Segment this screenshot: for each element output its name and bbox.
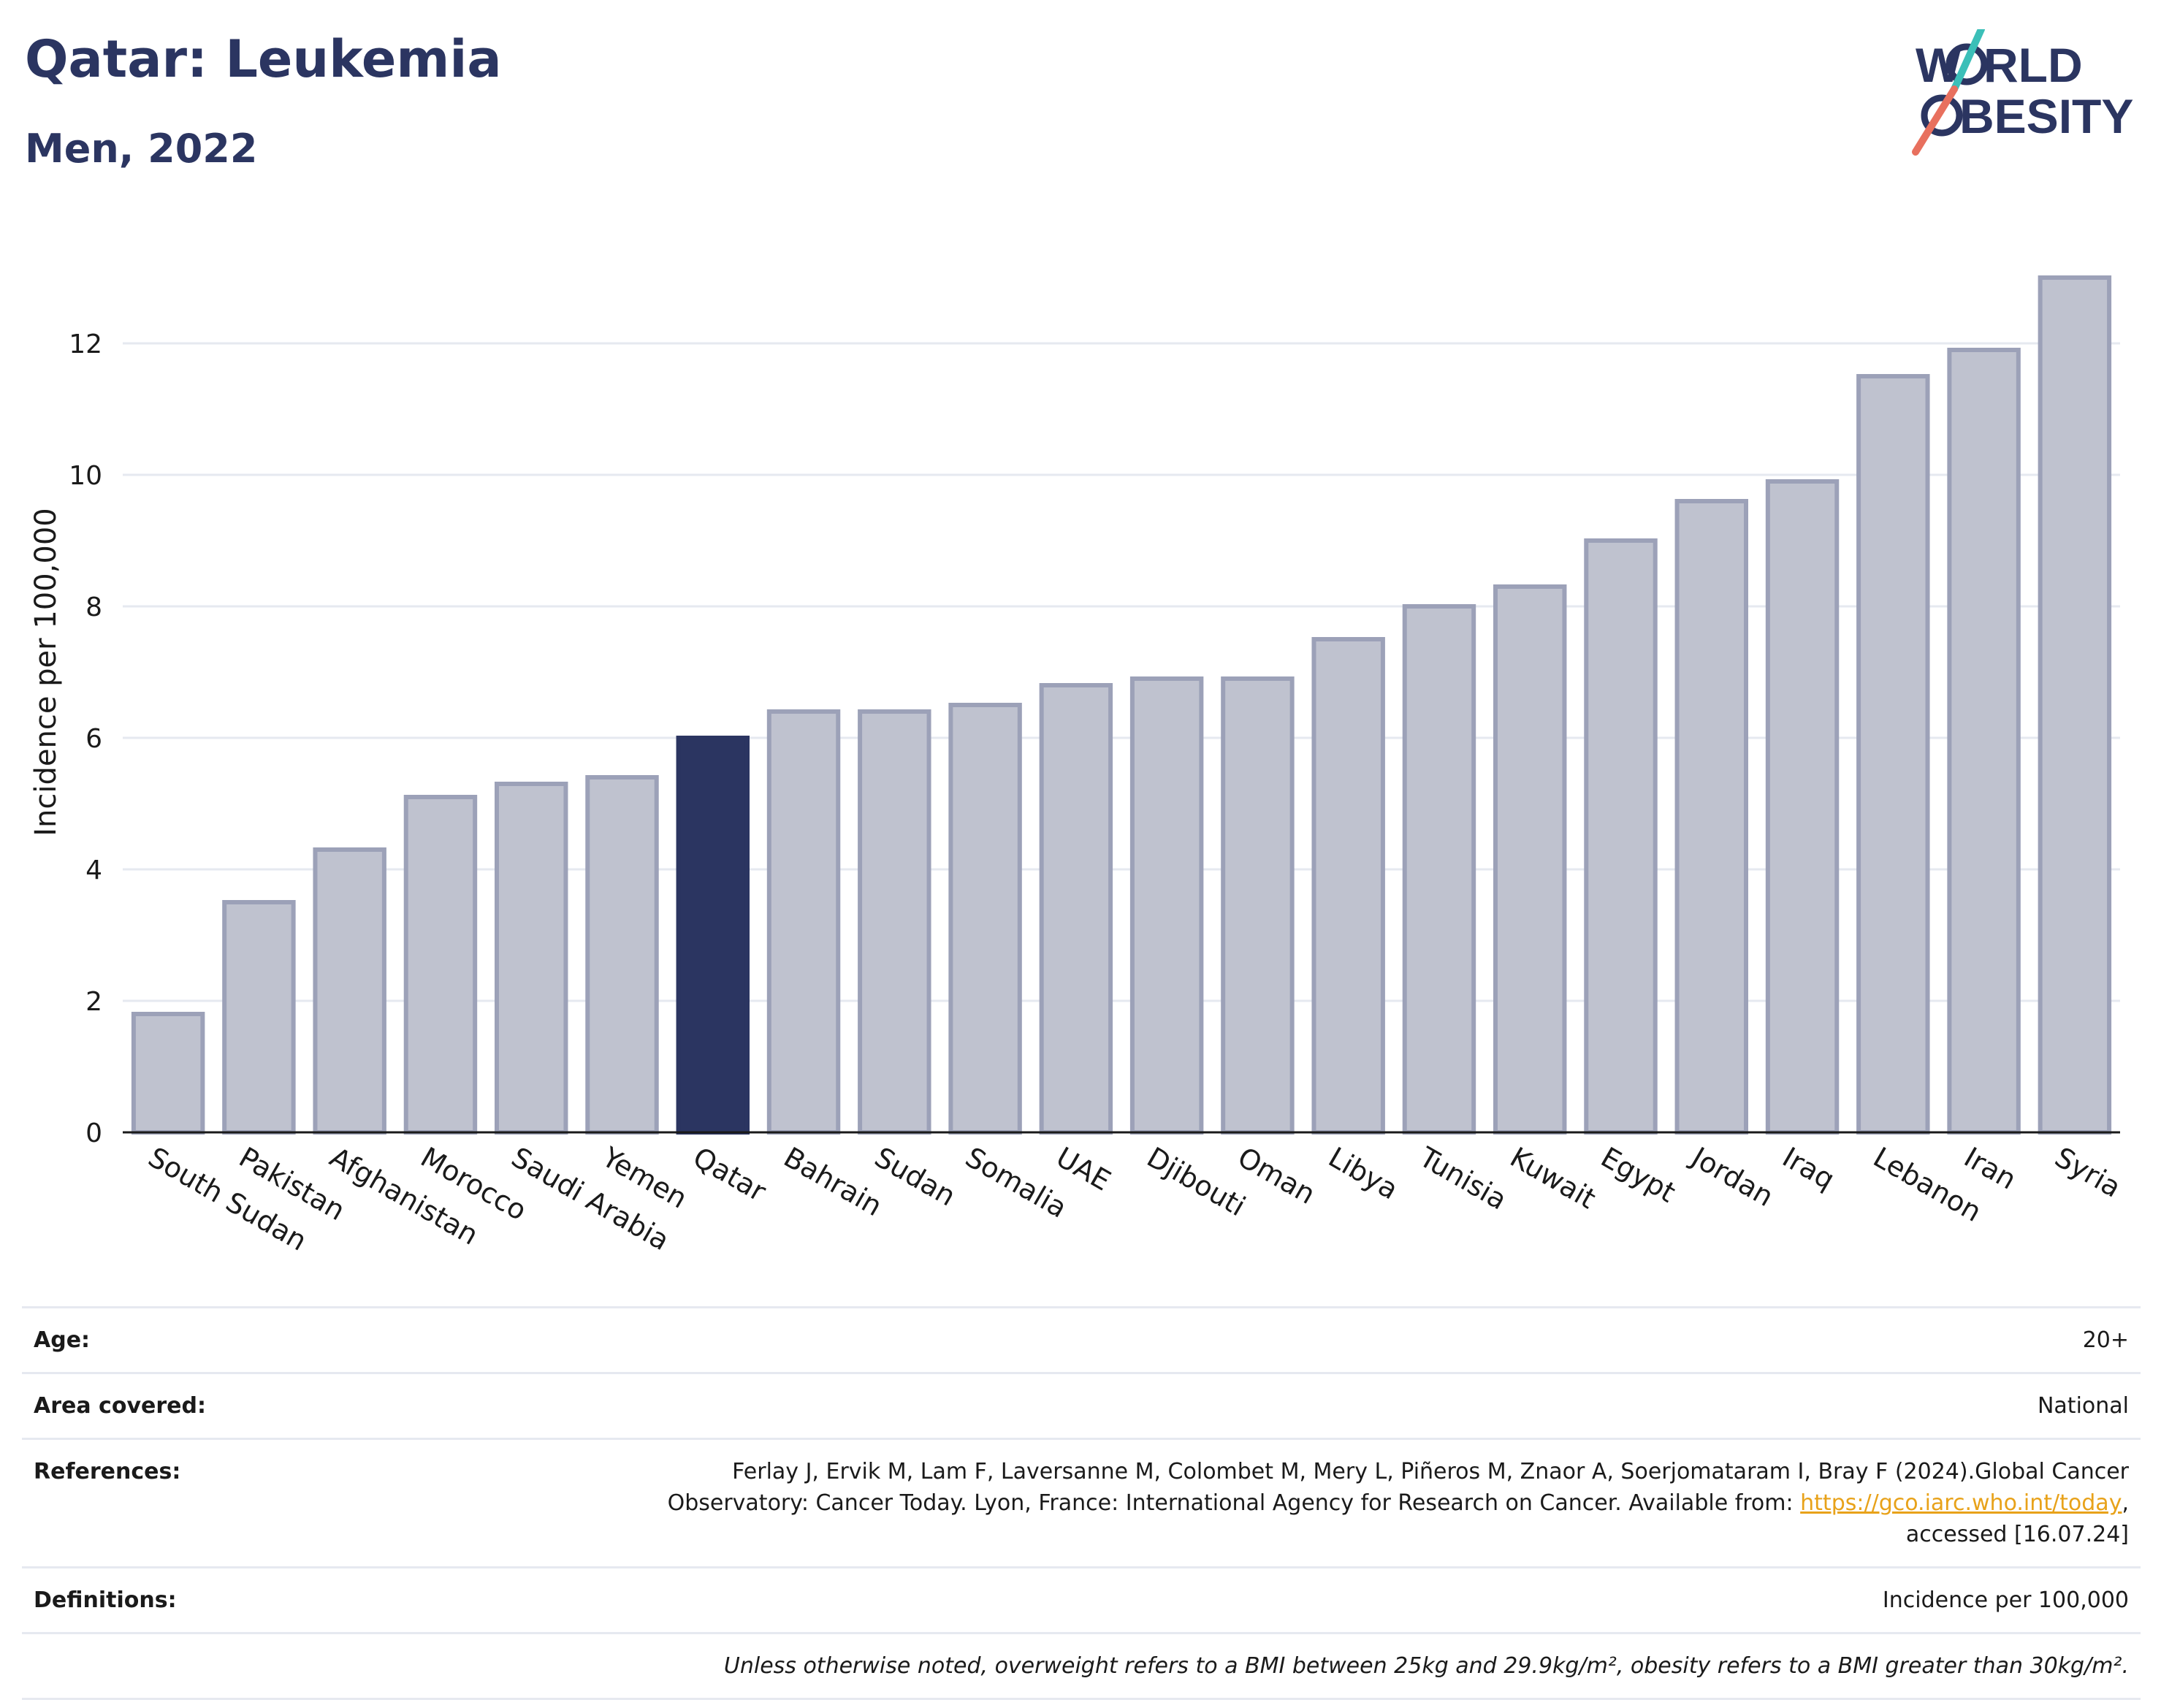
bar-afghanistan <box>313 847 386 1135</box>
bar-bahrain <box>766 709 841 1135</box>
bar-libya <box>1311 637 1385 1135</box>
info-row-note: Unless otherwise noted, overweight refer… <box>22 1632 2141 1700</box>
x-tick-label: Egypt <box>1596 1141 1681 1209</box>
logo-o-ring <box>1945 43 1988 85</box>
age-value: 20+ <box>425 1306 2141 1373</box>
chart-title: Qatar: Leukemia <box>25 29 502 89</box>
x-tick-label: UAE <box>1051 1141 1116 1197</box>
area-value: National <box>425 1372 2141 1439</box>
world-obesity-logo: W RLD BESITY <box>1912 29 2133 156</box>
x-tick-label: Libya <box>1323 1141 1403 1206</box>
info-row-references: References: Ferlay J, Ervik M, Lam F, La… <box>22 1438 2141 1568</box>
y-tick-label: 8 <box>85 592 102 622</box>
references-text-2: Observatory: Cancer Today. Lyon, France:… <box>667 1490 1801 1516</box>
y-tick-label: 0 <box>85 1118 102 1148</box>
bar-kuwait <box>1493 584 1567 1135</box>
area-label: Area covered: <box>22 1372 425 1439</box>
x-tick-label: Djibouti <box>1142 1141 1251 1223</box>
y-tick-label: 2 <box>85 987 102 1017</box>
references-text-1: Ferlay J, Ervik M, Lam F, Laversanne M, … <box>732 1459 2129 1484</box>
bar-iran <box>1947 348 2021 1135</box>
references-value: Ferlay J, Ervik M, Lam F, Laversanne M, … <box>425 1438 2141 1568</box>
age-label: Age: <box>22 1306 425 1373</box>
bar-lebanon <box>1856 374 1930 1135</box>
chart-subtitle: Men, 2022 <box>25 126 258 172</box>
x-tick-label: Kuwait <box>1505 1141 1601 1216</box>
bar-egypt <box>1584 538 1658 1135</box>
logo-rld: RLD <box>1983 38 2083 92</box>
definitions-label: Definitions: <box>22 1566 425 1633</box>
x-tick-label: Tunisia <box>1414 1140 1512 1216</box>
info-row-definitions: Definitions: Incidence per 100,000 <box>22 1566 2141 1633</box>
x-tick-label: Iraq <box>1777 1141 1840 1196</box>
bmi-note: Unless otherwise noted, overweight refer… <box>425 1632 2141 1700</box>
x-tick-label: Jordan <box>1685 1140 1779 1213</box>
bar-uae <box>1039 683 1113 1135</box>
logo-besity: BESITY <box>1959 89 2133 143</box>
info-table: Age: 20+ Area covered: National Referenc… <box>22 1306 2141 1700</box>
note-spacer <box>22 1632 425 1700</box>
references-label: References: <box>22 1438 425 1568</box>
bar-syria <box>2038 275 2112 1135</box>
x-tick-label: Syria <box>2049 1141 2126 1204</box>
bar-tunisia <box>1402 604 1476 1135</box>
bar-sudan <box>858 709 931 1135</box>
bar-qatar <box>676 736 750 1135</box>
references-text-3: , <box>2122 1490 2129 1516</box>
definitions-value: Incidence per 100,000 <box>425 1566 2141 1633</box>
bar-oman <box>1221 676 1295 1135</box>
x-tick-label: Bahrain <box>779 1141 888 1223</box>
references-text-4: accessed [16.07.24] <box>1905 1522 2129 1547</box>
bar-morocco <box>403 795 478 1135</box>
bar-iraq <box>1765 479 1840 1135</box>
y-tick-label: 10 <box>69 461 102 491</box>
logo-slash-top <box>1951 29 1985 93</box>
y-tick-label: 6 <box>85 724 102 754</box>
y-tick-label: 12 <box>69 329 102 359</box>
logo-slash-bottom <box>1912 85 1958 156</box>
bar-south-sudan <box>131 1012 205 1135</box>
info-row-area: Area covered: National <box>22 1372 2141 1439</box>
x-tick-label: Iran <box>1959 1141 2021 1196</box>
bar-somalia <box>948 703 1022 1135</box>
references-link[interactable]: https://gco.iarc.who.int/today <box>1800 1490 2122 1516</box>
bar-yemen <box>585 775 659 1135</box>
logo-o-ring-2 <box>1921 94 1963 137</box>
y-tick-label: 4 <box>85 855 102 885</box>
y-axis-title: Incidence per 100,000 <box>29 508 63 836</box>
info-row-age: Age: 20+ <box>22 1306 2141 1373</box>
bar-saudi-arabia <box>495 782 568 1135</box>
bar-djibouti <box>1129 676 1204 1135</box>
x-tick-label: Somalia <box>960 1141 1072 1224</box>
x-tick-label: Qatar <box>687 1141 771 1208</box>
bar-jordan <box>1674 499 1748 1135</box>
bar-pakistan <box>222 900 296 1135</box>
